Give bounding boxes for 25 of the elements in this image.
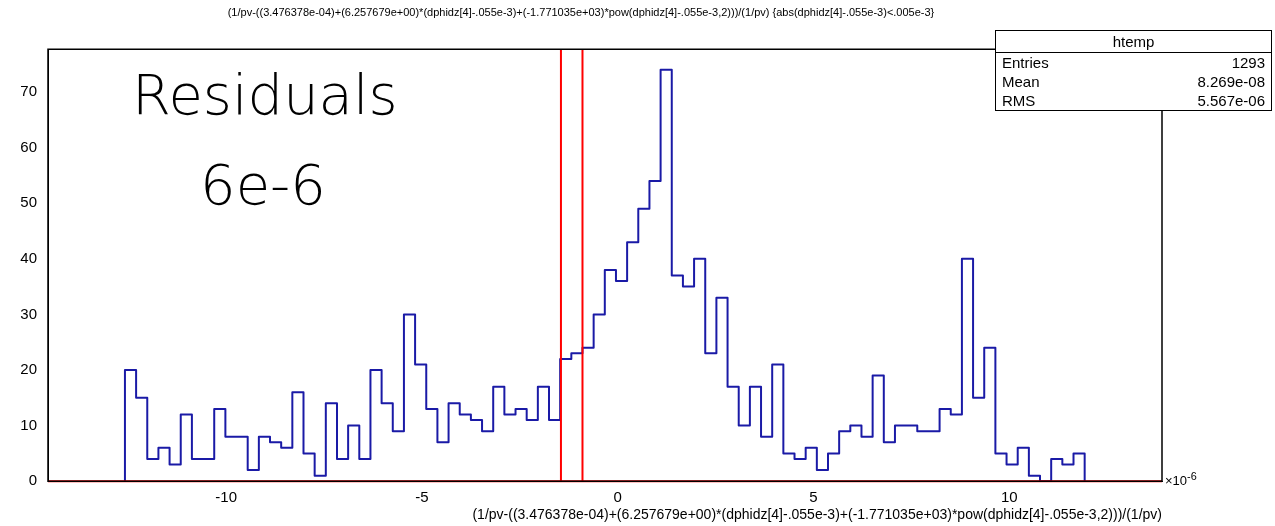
text: 5.567e-06 [1197,92,1265,109]
y-tick-label: 10 [20,415,37,433]
x-tick-label: 0 [613,488,622,506]
annotation: Residuals [132,62,398,127]
y-tick-label: 20 [20,360,37,378]
annotation: htemp [996,31,1271,53]
annotation: Mean [1002,73,1040,90]
y-tick-label: 60 [20,137,37,155]
y-tick-label: 40 [20,248,37,266]
y-tick-label: 50 [20,193,37,211]
text: 1293 [1231,54,1265,71]
x-tick-label: 10 [1000,488,1018,506]
annotation: RMS [1002,92,1036,109]
y-tick-label: 70 [20,82,37,100]
text: 8.269e-08 [1197,73,1265,90]
y-tick-label: 30 [20,304,37,322]
x-tick-label: 5 [809,488,818,506]
x-tick-label: -10 [215,488,238,506]
x-axis-title: (1/pv-((3.476378e-04)+(6.257679e+00)*(dphidz[4]-.055e-3)+(-1.771035e+03)*pow(dphidz[4]-.055e-3,2)))/(1/pv) [472,506,1162,523]
y-tick-label: 0 [28,471,37,489]
x-tick-label: -5 [415,488,429,506]
chart-title: (1/pv-((3.476378e-04)+(6.257679e+00)*(dphidz[4]-.055e-3)+(-1.771035e+03)*pow(dphidz[4]-.055e-3,2)))/(1/pv) {abs(dphidz[4]-.055e-3)<.005e-3} [227,5,935,18]
text: ×10$^{-6}$ [1165,470,1197,489]
annotation: Entries [1002,54,1049,71]
annotation: 6e-6 [200,152,326,217]
